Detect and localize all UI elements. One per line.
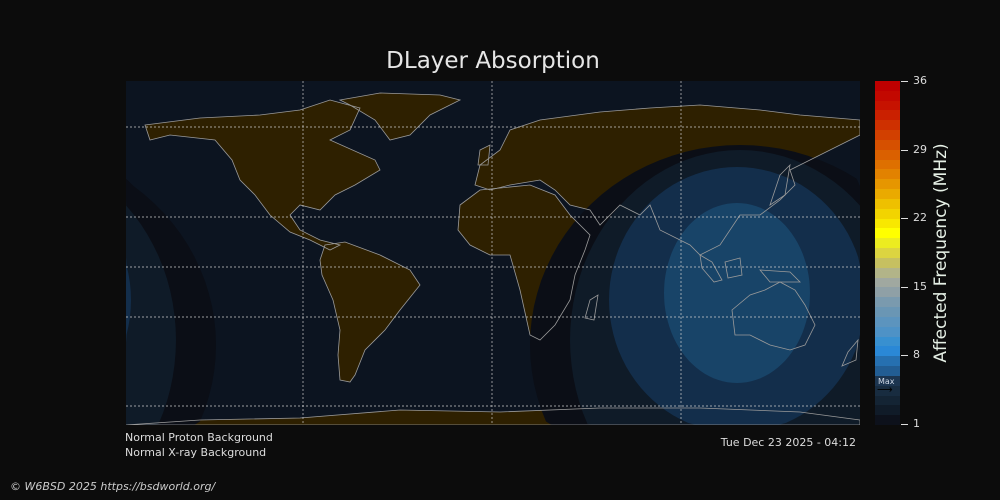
colorbar-tick-label: 15 bbox=[913, 279, 927, 293]
colorbar-segment bbox=[875, 356, 900, 367]
timestamp: Tue Dec 23 2025 - 04:12 bbox=[720, 436, 856, 449]
colorbar-segment bbox=[875, 228, 900, 239]
absorption-zone-2 bbox=[126, 150, 176, 425]
colorbar-tick-label: 8 bbox=[913, 348, 920, 362]
colorbar-tick-label: 1 bbox=[913, 417, 920, 430]
colorbar-segment bbox=[875, 267, 900, 278]
colorbar-segment bbox=[875, 395, 900, 406]
copyright-footer: © W6BSD 2025 https://bsdworld.org/ bbox=[10, 480, 216, 493]
colorbar-segment bbox=[875, 257, 900, 268]
colorbar-tick bbox=[901, 218, 908, 220]
colorbar-segment bbox=[875, 385, 900, 396]
colorbar-tick bbox=[901, 81, 908, 82]
colorbar-segment bbox=[875, 297, 900, 308]
colorbar-tick-label: 36 bbox=[913, 74, 927, 87]
colorbar-segment bbox=[875, 149, 900, 160]
colorbar-segment bbox=[875, 139, 900, 150]
colorbar-segment bbox=[875, 189, 900, 199]
max-marker-arrow-icon: ⟶ bbox=[877, 383, 893, 396]
max-marker-label: Max bbox=[878, 377, 895, 386]
absorption-zone-4 bbox=[664, 203, 810, 383]
chart-title: DLayer Absorption bbox=[386, 48, 600, 74]
colorbar-segment bbox=[875, 238, 900, 249]
colorbar-segment bbox=[875, 169, 900, 180]
colorbar-tick bbox=[901, 424, 908, 425]
colorbar-segment bbox=[875, 100, 900, 111]
colorbar-segment bbox=[875, 346, 900, 357]
colorbar-segment bbox=[875, 81, 900, 91]
colorbar bbox=[875, 81, 900, 425]
colorbar-segment bbox=[875, 248, 900, 258]
colorbar-segment bbox=[875, 316, 900, 327]
colorbar-segment bbox=[875, 415, 900, 425]
absorption-zone-3 bbox=[126, 167, 131, 425]
colorbar-tick-label: 22 bbox=[913, 211, 927, 225]
colorbar-segment bbox=[875, 198, 900, 209]
colorbar-segment bbox=[875, 90, 900, 101]
colorbar-segment bbox=[875, 208, 900, 219]
proton-status: Normal Proton Background bbox=[125, 431, 273, 444]
colorbar-segment bbox=[875, 336, 900, 347]
colorbar-segment bbox=[875, 326, 900, 337]
colorbar-segment bbox=[875, 366, 900, 376]
colorbar-segment bbox=[875, 159, 900, 170]
colorbar-segment bbox=[875, 277, 900, 288]
graticule bbox=[126, 81, 860, 425]
colorbar-segment bbox=[875, 287, 900, 298]
colorbar-segment bbox=[875, 120, 900, 131]
colorbar-segment bbox=[875, 307, 900, 317]
colorbar-label: Affected Frequency (MHz) bbox=[931, 143, 951, 363]
colorbar-segment bbox=[875, 130, 900, 140]
colorbar-segment bbox=[875, 405, 900, 416]
colorbar-segment bbox=[875, 375, 900, 386]
xray-status: Normal X-ray Background bbox=[125, 446, 267, 459]
colorbar-segment bbox=[875, 110, 900, 121]
colorbar-tick-label: 29 bbox=[913, 142, 927, 156]
colorbar-segment bbox=[875, 218, 900, 229]
colorbar-tick bbox=[901, 355, 908, 357]
colorbar-segment bbox=[875, 179, 900, 190]
colorbar-tick bbox=[901, 286, 908, 288]
colorbar-tick bbox=[901, 149, 908, 151]
